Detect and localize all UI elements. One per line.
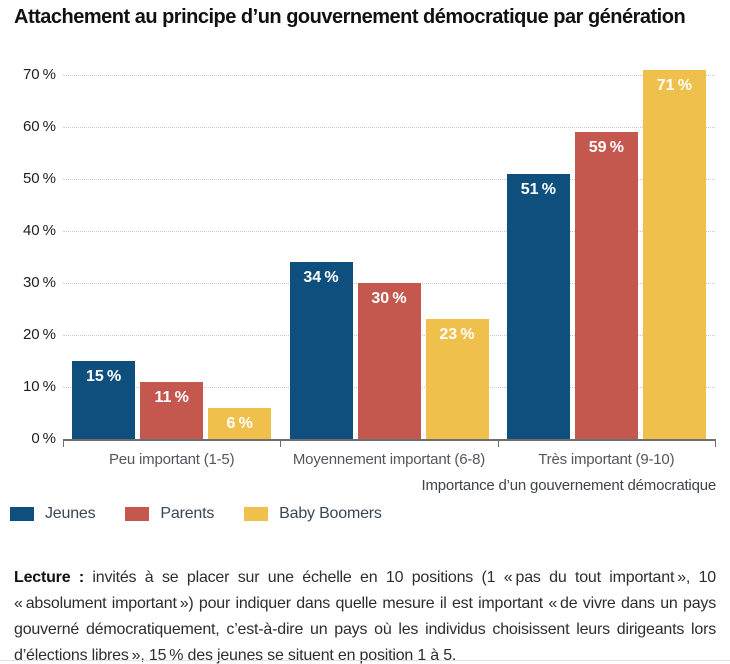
category-label: Moyennement important (6-8) — [292, 451, 486, 468]
legend-label: Jeunes — [45, 505, 96, 522]
bar: 59 % — [574, 132, 638, 439]
legend-label: Baby Boomers — [279, 505, 382, 522]
legend-item-baby-boomers: Baby Boomers — [244, 505, 382, 523]
bar-value-label: 34 % — [303, 269, 339, 287]
bar: 11 % — [140, 381, 204, 439]
bar-value-label: 11 % — [154, 388, 189, 406]
bar-value-label: 6 % — [226, 414, 253, 432]
category-label: Très important (9-10) — [538, 451, 675, 468]
bar-value-label: 59 % — [588, 139, 625, 157]
bar-value-label: 30 % — [371, 290, 407, 307]
legend-label: Parents — [160, 505, 215, 522]
bar: 34 % — [289, 262, 353, 439]
y-tick-label: 70 % — [22, 66, 56, 83]
x-axis-label: Importance d’un gouvernement démocratiqu… — [421, 477, 717, 494]
y-tick-label: 50 % — [22, 170, 56, 187]
y-tick-label: 60 % — [22, 118, 56, 135]
bottom-divider — [0, 660, 730, 661]
x-axis-line — [63, 439, 715, 441]
y-tick-label: 30 % — [22, 274, 56, 291]
x-axis-tick — [715, 439, 716, 447]
gridline — [63, 179, 715, 180]
y-tick-label: 20 % — [22, 326, 56, 343]
bar-value-label: 71 % — [656, 76, 693, 94]
bar-value-label: 51 % — [520, 180, 557, 198]
legend-item-parents: Parents — [125, 505, 214, 523]
bar: 23 % — [425, 319, 489, 439]
x-axis-tick — [63, 439, 64, 447]
legend-item-jeunes: Jeunes — [10, 505, 96, 523]
reading-note: Lecture : invités à se placer sur une éc… — [14, 565, 716, 664]
bar-value-label: 15 % — [86, 368, 122, 385]
bar: 6 % — [208, 407, 272, 439]
y-tick-label: 0 % — [31, 430, 56, 447]
gridline — [63, 127, 715, 128]
gridline — [63, 75, 715, 76]
x-axis-tick — [497, 439, 499, 447]
legend-swatch-jeunes — [10, 507, 34, 521]
x-axis-tick — [280, 439, 282, 447]
bar: 15 % — [72, 361, 136, 439]
legend: Jeunes Parents Baby Boomers — [10, 505, 382, 523]
chart: 15 % 11 % 6 % 34 % 30 % 23 % 51 % 59 % 71 % Impo… — [22, 66, 717, 494]
bar: 51 % — [506, 173, 570, 439]
plot-area: 15 % 11 % 6 % 34 % 30 % 23 % 51 % 59 % 71 % — [63, 69, 716, 447]
reading-note-label: Lecture : — [14, 569, 84, 586]
gridline — [63, 231, 715, 232]
category-label: Peu important (1-5) — [108, 451, 235, 468]
bar: 71 % — [642, 69, 706, 439]
y-tick-label: 10 % — [22, 378, 56, 395]
legend-swatch-parents — [125, 507, 150, 521]
y-tick-label: 40 % — [22, 222, 56, 239]
reading-note-text: invités à se placer sur une échelle en 1… — [14, 569, 716, 664]
legend-swatch-baby-boomers — [244, 507, 269, 521]
chart-title: Attachement au principe d’un gouvernemen… — [14, 6, 686, 28]
bar: 30 % — [357, 283, 421, 439]
bar-value-label: 23 % — [439, 326, 475, 344]
